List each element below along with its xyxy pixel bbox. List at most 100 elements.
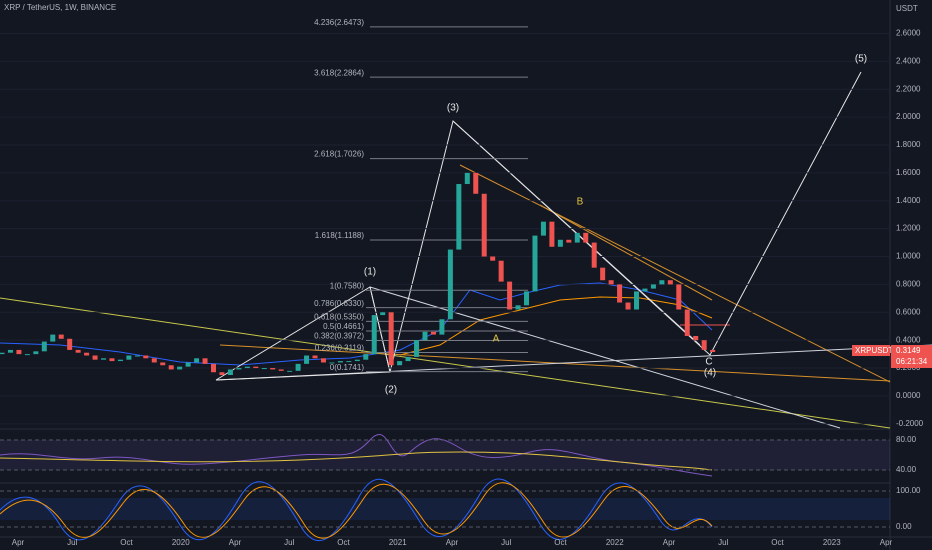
candle bbox=[109, 358, 115, 362]
x-tick-label: Jul bbox=[501, 538, 511, 547]
candle bbox=[219, 372, 225, 376]
candle bbox=[33, 351, 39, 355]
candle bbox=[473, 172, 479, 194]
candle bbox=[346, 361, 352, 363]
candle bbox=[295, 363, 301, 371]
x-tick-label: Apr bbox=[663, 538, 676, 547]
candle bbox=[92, 355, 98, 360]
candle bbox=[676, 284, 682, 310]
candle bbox=[659, 280, 665, 285]
fib-label: 0.236(0.3119) bbox=[315, 344, 365, 353]
candle bbox=[625, 302, 631, 310]
candle bbox=[481, 193, 487, 257]
candle bbox=[405, 356, 411, 362]
x-tick-label: 2021 bbox=[389, 538, 407, 547]
candle bbox=[134, 355, 140, 357]
candle bbox=[236, 368, 242, 370]
fib-label: 0.5(0.4661) bbox=[323, 322, 364, 331]
y-tick-label: 1.4000 bbox=[896, 196, 921, 205]
fib-label: 1(0.7580) bbox=[330, 281, 365, 290]
wave-label: (5) bbox=[855, 54, 867, 65]
x-tick-label: Apr bbox=[446, 538, 459, 547]
candle bbox=[540, 221, 546, 236]
stoch-k-line bbox=[0, 478, 713, 541]
fib-label: 0.786(0.6330) bbox=[314, 299, 364, 308]
candle bbox=[388, 312, 394, 366]
candle bbox=[693, 335, 699, 341]
candle bbox=[608, 280, 614, 285]
candle bbox=[363, 354, 369, 360]
wave-label: B bbox=[577, 197, 584, 208]
x-tick-label: Oct bbox=[120, 538, 133, 547]
candle bbox=[532, 235, 538, 292]
wave-line bbox=[215, 71, 862, 381]
y-tick-label: 0.6000 bbox=[896, 307, 921, 316]
x-tick-label: Jul bbox=[67, 538, 77, 547]
candle bbox=[75, 349, 81, 353]
y-tick-label: 2.6000 bbox=[896, 29, 921, 38]
candle bbox=[524, 291, 530, 306]
y-tick-label: 2.2000 bbox=[896, 84, 921, 93]
symbol-label: XRPUSDT bbox=[855, 346, 893, 355]
fib-label: 0(0.1741) bbox=[330, 363, 365, 372]
price-tag bbox=[891, 345, 932, 368]
y-tick-label: 0.4000 bbox=[896, 335, 921, 344]
y-tick-label: 1.6000 bbox=[896, 168, 921, 177]
trend-line bbox=[0, 297, 891, 429]
candle bbox=[634, 291, 639, 310]
wave-label: (2) bbox=[385, 385, 397, 396]
candle bbox=[574, 232, 580, 243]
fib-label: 0.618(0.5350) bbox=[314, 312, 364, 321]
candle bbox=[270, 368, 276, 370]
candle bbox=[7, 349, 13, 353]
candle bbox=[490, 256, 496, 261]
candle bbox=[278, 369, 284, 371]
fib-label: 2.618(1.7026) bbox=[314, 150, 364, 159]
candle bbox=[67, 338, 73, 350]
candle bbox=[684, 309, 690, 336]
candle bbox=[557, 239, 563, 247]
candle bbox=[287, 370, 293, 372]
wave-label: (4) bbox=[704, 368, 716, 379]
y-tick-label: 0.0000 bbox=[896, 391, 921, 400]
candle bbox=[41, 341, 47, 352]
countdown: 06:21:34 bbox=[896, 357, 928, 366]
x-tick-label: Jul bbox=[284, 538, 294, 547]
last-price: 0.3149 bbox=[896, 346, 921, 355]
rsi-line bbox=[0, 433, 713, 477]
wave-label: A bbox=[493, 334, 500, 345]
y-tick-label: 40.00 bbox=[896, 465, 917, 474]
candle bbox=[710, 349, 716, 353]
rsi-ma-line bbox=[0, 451, 713, 471]
candle bbox=[117, 359, 123, 362]
x-tick-label: 2023 bbox=[823, 538, 841, 547]
candle bbox=[185, 362, 191, 367]
candle bbox=[397, 361, 403, 366]
candle bbox=[126, 355, 132, 360]
y-tick-label: -0.2000 bbox=[896, 419, 924, 428]
candle bbox=[16, 349, 22, 355]
candle bbox=[600, 267, 606, 281]
stoch-d-line bbox=[0, 482, 713, 539]
wave-label: (1) bbox=[364, 267, 376, 278]
symbol-tag bbox=[852, 345, 890, 356]
candle bbox=[50, 334, 56, 342]
x-tick-label: Apr bbox=[229, 538, 242, 547]
candle bbox=[371, 315, 377, 355]
x-tick-label: Oct bbox=[554, 538, 567, 547]
wave-label: (3) bbox=[447, 103, 459, 114]
candle bbox=[507, 281, 513, 310]
candle bbox=[261, 368, 267, 370]
candle bbox=[430, 331, 436, 335]
rsi-band bbox=[0, 440, 890, 470]
candle bbox=[160, 362, 166, 366]
stoch-band bbox=[0, 498, 890, 520]
fib-label: 4.236(2.6473) bbox=[314, 18, 364, 27]
chart-title: XRP / TetherUS, 1W, BINANCE bbox=[4, 3, 116, 12]
candle bbox=[422, 331, 428, 341]
ma-line bbox=[399, 296, 713, 356]
candle bbox=[58, 334, 64, 339]
candle bbox=[515, 305, 521, 310]
